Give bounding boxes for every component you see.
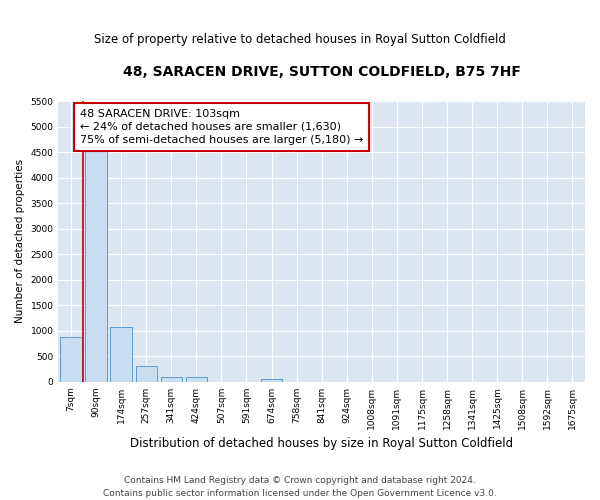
X-axis label: Distribution of detached houses by size in Royal Sutton Coldfield: Distribution of detached houses by size … [130,437,513,450]
Text: Size of property relative to detached houses in Royal Sutton Coldfield: Size of property relative to detached ho… [94,32,506,46]
Bar [60,337,82,382]
Bar [110,326,132,382]
Bar [185,376,207,382]
Bar [261,379,282,382]
Text: 48 SARACEN DRIVE: 103sqm
← 24% of detached houses are smaller (1,630)
75% of sem: 48 SARACEN DRIVE: 103sqm ← 24% of detach… [80,108,363,145]
Bar [136,366,157,382]
Y-axis label: Number of detached properties: Number of detached properties [15,160,25,324]
Bar [85,147,107,382]
Title: 48, SARACEN DRIVE, SUTTON COLDFIELD, B75 7HF: 48, SARACEN DRIVE, SUTTON COLDFIELD, B75… [123,65,521,79]
Text: Contains HM Land Registry data © Crown copyright and database right 2024.
Contai: Contains HM Land Registry data © Crown c… [103,476,497,498]
Bar [161,376,182,382]
